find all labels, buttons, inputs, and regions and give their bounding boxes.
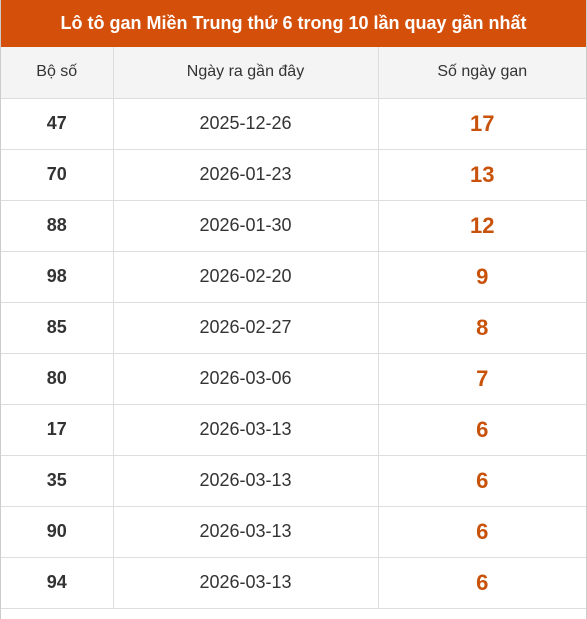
table-cell: 9 — [377, 250, 586, 303]
table-cell: 2026-03-13 — [112, 403, 379, 456]
table-cell: 2026-01-23 — [112, 148, 379, 201]
table-cell: 2026-02-20 — [112, 250, 379, 303]
table-cell: 2026-03-13 — [112, 556, 379, 609]
table-row: 80 2026-03-06 7 — [1, 352, 586, 405]
table-cell: 47 — [1, 97, 114, 150]
column-header: Bộ số — [1, 47, 114, 99]
table-cell: 6 — [377, 403, 586, 456]
table: Bộ số Ngày ra gần đây Số ngày gan 47 2025-1… — [1, 47, 586, 609]
column-header: Ngày ra gần đây — [112, 47, 379, 99]
table-cell: 2026-03-13 — [112, 454, 379, 507]
table-cell: 17 — [1, 403, 114, 456]
table-cell: 90 — [1, 505, 114, 558]
table-cell: 6 — [377, 505, 586, 558]
table-cell: 17 — [377, 97, 586, 150]
table-cell: 94 — [1, 556, 114, 609]
table-cell: 2026-01-30 — [112, 199, 379, 252]
table-cell: 12 — [377, 199, 586, 252]
table-row: 85 2026-02-27 8 — [1, 301, 586, 354]
table-row: 88 2026-01-30 12 — [1, 199, 586, 252]
header-row: Bộ số Ngày ra gần đây Số ngày gan — [1, 47, 586, 99]
table-cell: 6 — [377, 454, 586, 507]
table-row: 35 2026-03-13 6 — [1, 454, 586, 507]
table-cell: 80 — [1, 352, 114, 405]
table-row: 17 2026-03-13 6 — [1, 403, 586, 456]
table-cell: 85 — [1, 301, 114, 354]
title-bar: Lô tô gan Miền Trung thứ 6 trong 10 lần … — [1, 0, 586, 47]
table-cell: 2026-02-27 — [112, 301, 379, 354]
table-row: 94 2026-03-13 6 — [1, 556, 586, 609]
table-cell: 88 — [1, 199, 114, 252]
table-row: 90 2026-03-13 6 — [1, 505, 586, 558]
table-cell: 70 — [1, 148, 114, 201]
column-header: Số ngày gan — [377, 47, 586, 99]
table-row: 98 2026-02-20 9 — [1, 250, 586, 303]
table-row: 70 2026-01-23 13 — [1, 148, 586, 201]
table-row: 47 2025-12-26 17 — [1, 97, 586, 150]
table-body: 47 2025-12-26 17 70 2026-01-23 13 88 2026-01-30… — [1, 97, 586, 609]
table-cell: 8 — [377, 301, 586, 354]
table-cell: 35 — [1, 454, 114, 507]
table-cell: 2026-03-13 — [112, 505, 379, 558]
table-cell: 13 — [377, 148, 586, 201]
table-cell: 6 — [377, 556, 586, 609]
table-cell: 98 — [1, 250, 114, 303]
table-cell: 7 — [377, 352, 586, 405]
table-cell: 2026-03-06 — [112, 352, 379, 405]
table-cell: 2025-12-26 — [112, 97, 379, 150]
